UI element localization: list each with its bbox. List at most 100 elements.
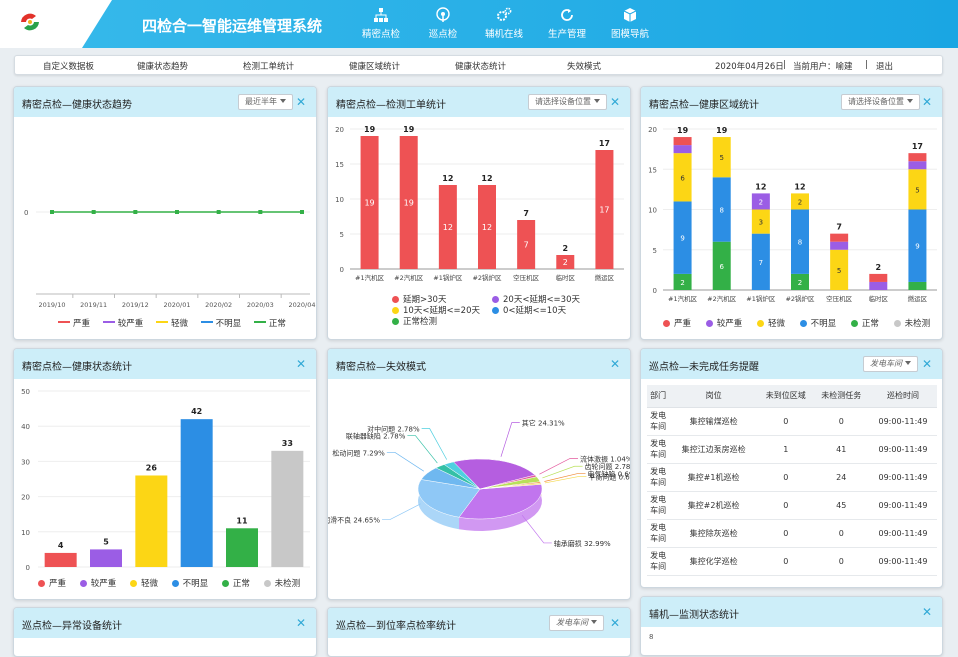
time-range-dropdown[interactable]: 最近半年 — [238, 94, 293, 110]
bar[interactable] — [226, 528, 258, 567]
legend-severe[interactable]: 严重 — [38, 579, 66, 589]
table-cell: 0 — [813, 547, 869, 575]
table-cell: 0 — [758, 519, 814, 547]
legend-delay-over-30[interactable]: 延期>30天 — [392, 295, 492, 306]
subnav-custom-dashboard[interactable]: 自定义数据板 — [43, 60, 94, 72]
logout-link[interactable]: 退出 — [876, 60, 893, 72]
subnav-health-status-stats[interactable]: 健康状态统计 — [455, 60, 506, 72]
close-icon[interactable]: ✕ — [922, 605, 932, 619]
legend-delay-10-20[interactable]: 10天<延期<=20天 — [392, 306, 492, 317]
legend-unclear[interactable]: 不明显 — [201, 319, 242, 329]
stack-segment[interactable] — [908, 161, 926, 169]
y-tick-label: 0 — [653, 287, 657, 295]
y-tick: 8 — [649, 633, 653, 641]
close-icon[interactable]: ✕ — [610, 95, 620, 109]
subnav-health-region-stats[interactable]: 健康区域统计 — [349, 60, 400, 72]
stack-segment[interactable] — [674, 137, 692, 145]
y-tick-label: 5 — [653, 247, 657, 255]
x-tick-label: 2020/01 — [163, 301, 190, 309]
stack-segment[interactable] — [830, 234, 848, 242]
legend-normal[interactable]: 正常 — [851, 319, 879, 329]
subnav-work-order-stats[interactable]: 检测工单统计 — [243, 60, 294, 72]
bar-total-label: 2 — [875, 263, 881, 272]
close-icon[interactable]: ✕ — [610, 616, 620, 630]
legend-unclear[interactable]: 不明显 — [800, 319, 837, 329]
legend-mild[interactable]: 轻微 — [156, 319, 188, 329]
table-cell: 0 — [813, 519, 869, 547]
close-icon[interactable]: ✕ — [296, 95, 306, 109]
x-tick-label: #1锅炉区 — [746, 294, 776, 303]
legend-delay-0-10[interactable]: 0<延期<=10天 — [492, 306, 566, 316]
nav-model-navigation[interactable]: 图模导航 — [603, 6, 657, 44]
gears-icon — [496, 7, 512, 23]
legend-normal[interactable]: 正常 — [254, 319, 286, 329]
close-icon[interactable]: ✕ — [610, 357, 620, 371]
legend-delay-20-30[interactable]: 20天<延期<=30天 — [492, 295, 580, 305]
legend-mild[interactable]: 轻微 — [757, 319, 785, 329]
legend-severe[interactable]: 严重 — [58, 319, 90, 329]
table-cell: 09:00-11:49 — [869, 435, 937, 463]
panel-header: 精密点检—健康状态统计 ✕ — [14, 349, 316, 379]
pie-leader-line — [407, 436, 437, 463]
x-tick-label: 2020/02 — [205, 301, 232, 309]
legend-severe[interactable]: 严重 — [663, 319, 691, 329]
pie-label: 松动问题 7.29% — [332, 448, 385, 457]
bar[interactable] — [135, 475, 167, 567]
nav-auxiliary-online[interactable]: 辅机在线 — [477, 6, 531, 44]
bar[interactable] — [271, 451, 303, 567]
legend-mild[interactable]: 轻微 — [130, 579, 158, 589]
legend-fairly-severe[interactable]: 较严重 — [80, 579, 117, 589]
close-icon[interactable]: ✕ — [296, 616, 306, 630]
stack-segment[interactable] — [869, 282, 887, 290]
dropdown-value: 发电车间 — [556, 618, 588, 627]
legend-normal-check[interactable]: 正常检测 — [392, 317, 437, 327]
x-tick-label: 临时区 — [556, 273, 576, 282]
close-icon[interactable]: ✕ — [922, 95, 932, 109]
workshop-dropdown[interactable]: 发电车间 — [549, 615, 604, 631]
x-tick-label: #1锅炉区 — [433, 273, 463, 282]
segment-label: 9 — [680, 235, 684, 243]
location-dropdown[interactable]: 请选择设备位置 — [841, 94, 920, 110]
location-dropdown[interactable]: 请选择设备位置 — [528, 94, 607, 110]
x-tick-label: 燃运区 — [908, 294, 928, 303]
stack-segment[interactable] — [869, 274, 887, 282]
legend-untested[interactable]: 未检测 — [894, 319, 931, 329]
legend-fairly-severe[interactable]: 较严重 — [103, 319, 144, 329]
nav-production-management[interactable]: 生产管理 — [540, 6, 594, 44]
close-icon[interactable]: ✕ — [922, 357, 932, 371]
bar-value-label: 2 — [562, 244, 568, 253]
stack-segment[interactable] — [674, 145, 692, 153]
bar[interactable] — [181, 419, 213, 567]
legend-untested[interactable]: 未检测 — [264, 579, 301, 589]
subnav-failure-mode[interactable]: 失效模式 — [567, 60, 601, 72]
stack-segment[interactable] — [830, 242, 848, 250]
table-cell: 09:00-11:49 — [869, 491, 937, 519]
legend-fairly-severe[interactable]: 较严重 — [706, 319, 743, 329]
data-point — [92, 210, 96, 214]
nav-precision-inspection[interactable]: 精密点检 — [354, 6, 408, 44]
legend-unclear[interactable]: 不明显 — [172, 579, 209, 589]
table-cell: 发电车间 — [647, 407, 669, 435]
stack-segment[interactable] — [908, 282, 926, 290]
legend-normal[interactable]: 正常 — [222, 579, 250, 589]
bar-value-label: 12 — [442, 174, 453, 183]
close-icon[interactable]: ✕ — [296, 357, 306, 371]
nav-patrol-inspection[interactable]: 巡点检 — [416, 6, 470, 44]
table-cell: 0 — [758, 491, 814, 519]
workshop-dropdown[interactable]: 发电车间 — [863, 356, 918, 372]
separator: | — [783, 60, 786, 70]
subnav-health-trend[interactable]: 健康状态趋势 — [137, 60, 188, 72]
stack-segment[interactable] — [908, 153, 926, 161]
x-tick-label: #2锅炉区 — [785, 294, 815, 303]
table-cell: 24 — [813, 463, 869, 491]
bar[interactable] — [45, 553, 77, 567]
bar[interactable] — [90, 549, 122, 567]
